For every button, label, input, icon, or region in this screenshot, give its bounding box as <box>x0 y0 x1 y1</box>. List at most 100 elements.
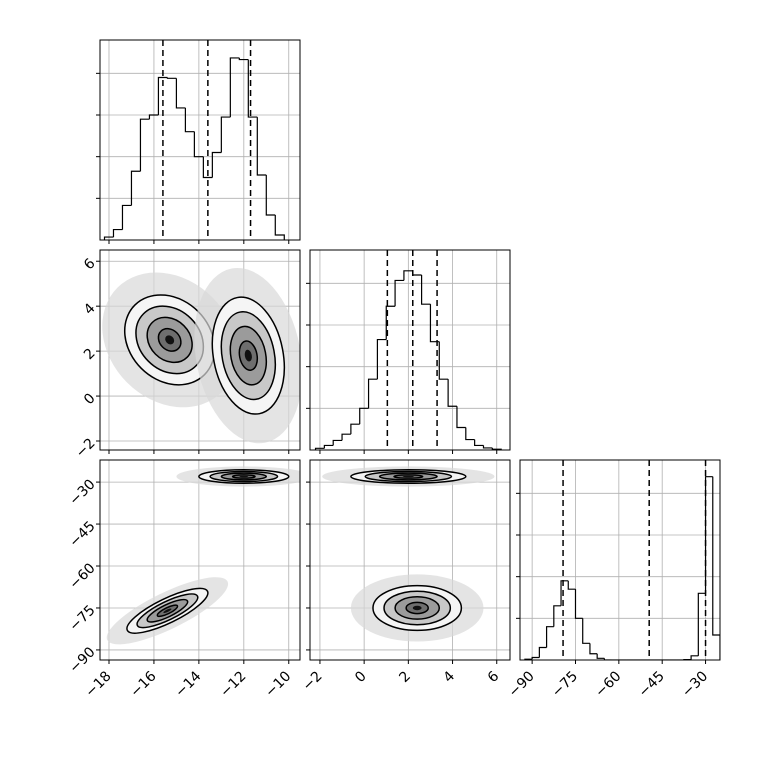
histogram-step <box>403 270 413 281</box>
histogram-step <box>211 151 222 178</box>
plot-area <box>100 40 300 240</box>
panel-frame <box>309 459 511 661</box>
y-tick-label: −45 <box>66 518 98 550</box>
histogram-step <box>394 279 404 307</box>
plot-area <box>310 460 510 660</box>
x-tick-label: 0 <box>352 668 370 686</box>
histogram-step <box>112 228 123 238</box>
histogram-step <box>175 78 186 109</box>
histogram-step <box>332 439 343 446</box>
x-tick-label: −90 <box>506 668 538 700</box>
panel-frame <box>99 459 301 661</box>
panel <box>96 39 301 244</box>
histogram-step <box>247 59 258 118</box>
mode-center <box>165 335 175 345</box>
histogram-step <box>193 131 204 158</box>
x-tick-label: −14 <box>172 668 204 700</box>
y-tick-label: −75 <box>66 602 98 634</box>
plot-area <box>100 460 300 660</box>
histogram-step <box>596 653 605 659</box>
y-tick-label: 0 <box>81 390 99 408</box>
mode-center <box>239 475 249 478</box>
histogram-step <box>465 427 475 441</box>
histogram-step <box>130 170 141 206</box>
plot-area <box>310 250 510 450</box>
x-tick-label: −2 <box>300 668 326 694</box>
x-tick-label: −60 <box>592 668 624 700</box>
histogram-step <box>429 304 440 343</box>
y-tick-label: −30 <box>66 476 98 508</box>
histogram-step <box>697 592 706 656</box>
x-tick-label: −18 <box>82 668 114 700</box>
histogram-step <box>103 236 114 240</box>
plot-area <box>520 460 720 660</box>
x-tick-label: 2 <box>396 668 414 686</box>
x-tick-label: 4 <box>441 668 459 686</box>
histogram-step <box>314 447 325 450</box>
y-tick-label: 6 <box>81 256 99 274</box>
histogram-step <box>157 76 168 115</box>
mode-center <box>412 605 422 611</box>
histogram-step <box>229 57 240 118</box>
panel: −90 −75 −60 −45 −30 <box>506 459 721 701</box>
mode-center <box>402 475 415 478</box>
panel-frame <box>99 249 301 451</box>
histogram-step <box>567 580 576 590</box>
histogram-step <box>589 643 598 655</box>
histogram-step <box>341 433 351 441</box>
panel: −18 −16 −14 −12 −10 −90 −75 −60 −45 −30 <box>66 459 301 701</box>
histogram-step <box>474 439 484 447</box>
histogram-step <box>350 423 360 435</box>
y-tick-label: 2 <box>81 345 99 363</box>
histogram-step <box>690 655 699 660</box>
histogram-step <box>274 215 285 240</box>
histogram-step <box>148 114 159 120</box>
histogram-step <box>238 57 249 61</box>
histogram-step <box>202 156 213 179</box>
x-tick-label: −30 <box>679 668 711 700</box>
mode-center <box>244 349 252 362</box>
x-tick-label: −75 <box>549 668 581 700</box>
panel <box>306 249 511 454</box>
histogram-step <box>265 175 276 216</box>
histogram-step <box>582 618 590 644</box>
histogram-step <box>376 338 387 380</box>
histogram-step <box>545 626 554 648</box>
histogram-step <box>323 444 334 449</box>
histogram-step <box>184 107 195 133</box>
histogram-step <box>603 658 612 660</box>
histogram-step <box>412 270 422 276</box>
histogram-step <box>166 77 177 79</box>
y-tick-label: −60 <box>66 560 98 592</box>
panel-frame <box>99 39 301 241</box>
x-tick-label: 6 <box>485 668 503 686</box>
histogram-step <box>139 118 150 172</box>
histogram-step <box>447 379 457 407</box>
histogram-step <box>220 116 231 153</box>
histogram-step <box>538 646 547 658</box>
histogram-step <box>256 117 267 176</box>
y-tick-label: −2 <box>73 435 99 461</box>
panel: −2 0 2 4 6 <box>300 459 511 694</box>
histogram-step <box>456 406 466 429</box>
plot-area <box>100 250 300 450</box>
histogram-step <box>482 445 493 449</box>
x-tick-label: −45 <box>636 668 668 700</box>
y-tick-label: −90 <box>66 644 98 676</box>
x-tick-label: −10 <box>262 668 294 700</box>
histogram-step <box>385 305 396 340</box>
x-tick-label: −16 <box>127 668 159 700</box>
histogram-step <box>531 656 540 660</box>
x-tick-label: −12 <box>217 668 249 700</box>
histogram-step <box>574 589 583 619</box>
histogram-step <box>367 378 378 409</box>
panel: −2 0 2 4 6 <box>73 249 301 461</box>
panel-frame <box>309 249 511 451</box>
histogram-step <box>121 204 132 230</box>
mode-center <box>163 608 172 614</box>
y-tick-label: 4 <box>81 300 99 318</box>
histogram-step <box>560 580 569 606</box>
histogram-step <box>438 341 449 380</box>
histogram-step <box>359 407 369 425</box>
